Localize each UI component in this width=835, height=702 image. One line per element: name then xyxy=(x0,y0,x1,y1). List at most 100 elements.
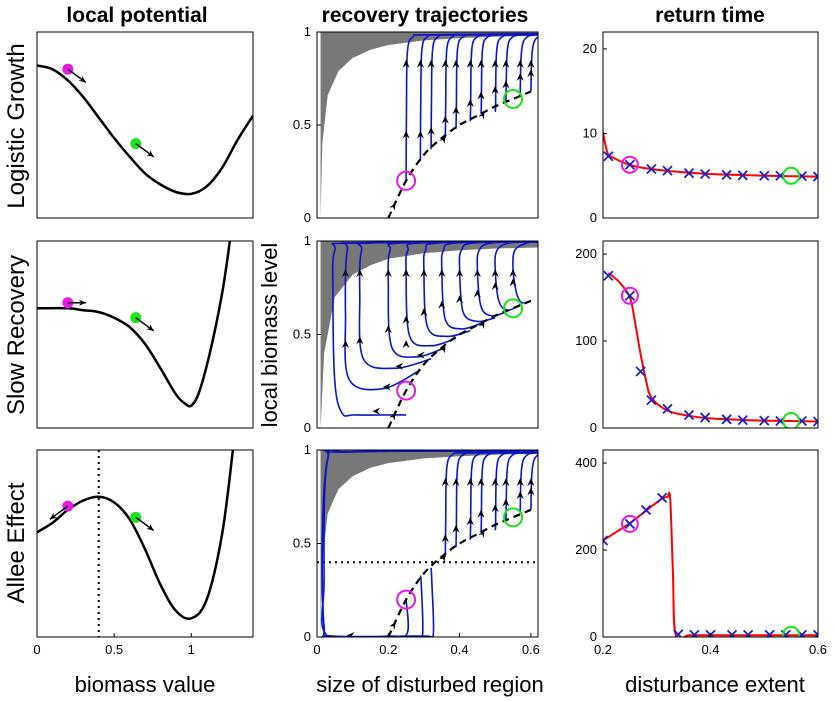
trajectories-r2-trajectory-4-arrow-0 xyxy=(452,524,460,533)
column-title-trajectories: recovery trajectories xyxy=(322,4,529,27)
trajectories-r1-trajectory-5 xyxy=(422,241,538,338)
return-r1-plot-area xyxy=(603,270,818,428)
potential-r1-plot-area xyxy=(37,241,232,408)
trajectories-r2-marker-magenta xyxy=(396,589,417,610)
potential-r1-panel xyxy=(36,240,254,429)
potential-r2-xtick-2: 1 xyxy=(188,642,195,657)
return-r0-x-marker-4 xyxy=(683,168,695,179)
trajectories-r1-trajectory-10-arrow-0 xyxy=(509,278,517,287)
return-r1-ytick-0: 0 xyxy=(590,420,597,435)
trajectories-r1-trajectory-8 xyxy=(476,241,538,317)
return-r1-marker-green xyxy=(782,412,801,428)
return-time-xlabel: disturbance extent xyxy=(625,672,805,697)
trajectories-r1-trajectory-2-arrow-0 xyxy=(356,336,364,345)
trajectories-r0-trajectory-6-arrow-1 xyxy=(477,59,485,68)
trajectories-r2-marker-green xyxy=(503,507,524,528)
return-r0-marker-magenta xyxy=(620,155,639,174)
trajectories-r1-trajectory-5-arrow-0 xyxy=(420,308,428,317)
trajectories-r0-initial-curve-arrow-0 xyxy=(389,203,396,211)
trajectories-r1-initial-curve-arrow-1 xyxy=(439,345,446,354)
return-r1-x-marker-6 xyxy=(699,412,711,423)
trajectories-r1-trajectory-0-arrow-0 xyxy=(402,340,410,349)
trajectories-r1-trajectory-4 xyxy=(405,241,538,347)
trajectories-r2-trajectory-6 xyxy=(480,451,538,533)
trajectories-r0-trajectory-4-arrow-0 xyxy=(452,106,460,115)
trajectories-r0-trajectory-10 xyxy=(530,33,538,92)
return-r2-x-marker-5 xyxy=(689,629,700,637)
trajectories-r1-initial-curve-arrow-0 xyxy=(389,413,396,421)
return-r1-ytick-1: 100 xyxy=(575,333,597,348)
trajectories-r1-trajectory-1-arrow-1 xyxy=(341,269,350,278)
return-r2-xtick-0: 0.2 xyxy=(594,642,612,657)
trajectories-r1-trajectory-7 xyxy=(458,241,538,323)
trajectories-r2-trajectory-3 xyxy=(444,451,538,557)
trajectories-r1-trajectory-7-arrow-1 xyxy=(456,269,464,278)
potential-r2-ball-arrow-head-magenta xyxy=(49,512,58,520)
trajectories-r2-trajectory-8-arrow-0 xyxy=(502,498,510,507)
trajectories-r1-ytick-1: 0.5 xyxy=(293,327,311,342)
trajectories-r2-trajectory-5 xyxy=(469,451,538,540)
return-r0-x-marker-5 xyxy=(699,168,711,180)
trajectories-r1-marker-magenta xyxy=(396,380,417,401)
trajectories-r2-trajectory-9-arrow-1 xyxy=(516,478,524,487)
return-r2-xtick-2: 0.6 xyxy=(809,642,827,657)
trajectories-r2-xtick-2: 0.4 xyxy=(451,642,469,657)
potential-r2-potential-curve xyxy=(37,450,235,621)
trajectories-r1-trajectory-3-arrow-1 xyxy=(384,269,392,278)
trajectories-r2-trajectory-7-arrow-0 xyxy=(491,504,499,513)
return-r0-frame xyxy=(602,31,819,219)
trajectories-r2-initial-curve-arrow-2 xyxy=(478,530,485,538)
trajectories-r1-trajectory-5-arrow-1 xyxy=(420,269,428,278)
trajectories-r0-trajectory-1-arrow-0 xyxy=(416,130,424,139)
trajectories-r0-trajectory-3-arrow-0 xyxy=(441,115,449,124)
return-r2-panel: 0.2 0.4 0.6 0 200 400 xyxy=(575,449,827,657)
return-r2-x-marker-3 xyxy=(656,492,668,503)
potential-r1-frame xyxy=(36,240,254,429)
potential-r1-ball-arrow-head-green xyxy=(146,324,154,331)
return-r2-ytick-2: 400 xyxy=(575,455,597,470)
trajectories-r2-initial-curve-arrow-0 xyxy=(389,622,396,630)
trajectories-r0-ytick-2: 1 xyxy=(304,24,311,39)
trajectories-r0-trajectory-2-arrow-0 xyxy=(427,126,435,135)
potential-r0-plot-area xyxy=(37,63,253,196)
trajectories-r0-trajectory-9-arrow-0 xyxy=(516,72,524,81)
return-r1-x-marker-2 xyxy=(635,366,646,377)
trajectories-r2-ytick-0: 0 xyxy=(304,629,311,644)
potential-r2-xtick-0: 0 xyxy=(33,642,40,657)
trajectories-r0-panel: Recovered 0 0.5 1 xyxy=(293,24,539,225)
trajectories-r1-trajectory-6-arrow-0 xyxy=(438,300,446,309)
trajectories-r1-trajectory-6 xyxy=(440,241,538,330)
return-r2-xtick-1: 0.4 xyxy=(701,642,719,657)
trajectories-r1-panel: Recovered 0 0.5 1 xyxy=(293,233,539,435)
trajectories-r1-trajectory-2-arrow-1 xyxy=(356,269,364,278)
return-r1-frame xyxy=(602,240,819,429)
trajectories-r2-ytick-1: 0.5 xyxy=(293,536,311,551)
return-r0-x-marker-11 xyxy=(812,171,818,182)
potential-r2-ball-arrow-head-green xyxy=(146,523,154,531)
trajectories-r0-trajectory-5 xyxy=(469,33,538,122)
trajectories-r2-trajectory-5-arrow-1 xyxy=(466,478,474,487)
column-title-potential: local potential xyxy=(66,4,207,27)
trajectories-r2-xtick-0: 0 xyxy=(313,642,320,657)
potential-r0-frame xyxy=(36,31,254,219)
return-r1-marker-magenta xyxy=(620,286,639,305)
trajectories-r0-trajectory-1-arrow-1 xyxy=(416,59,424,68)
potential-r2-panel: 0 0.5 1 xyxy=(33,449,254,657)
trajectories-r1-trajectory-2 xyxy=(356,241,538,370)
return-r0-x-marker-3 xyxy=(662,165,673,176)
trajectories-r2-initial-curve xyxy=(387,508,532,637)
trajectories-r2-ytick-2: 1 xyxy=(304,442,311,457)
trajectories-r2-trajectory-6-arrow-0 xyxy=(477,509,485,518)
trajectories-r1-dip-arrow-3 xyxy=(416,351,425,359)
trajectories-r0-initial-curve-arrow-2 xyxy=(478,112,485,120)
trajectories-r2-plot-area: Recovered xyxy=(317,450,538,637)
trajectories-r2-trajectory-3-arrow-0 xyxy=(441,534,449,543)
potential-r2-xtick-1: 0.5 xyxy=(105,642,123,657)
trajectories-r0-trajectory-6 xyxy=(480,33,538,115)
return-r1-fit-curve xyxy=(607,272,818,423)
return-r0-x-marker-6 xyxy=(721,169,732,181)
trajectories-r2-xtick-3: 0.6 xyxy=(522,642,540,657)
return-r0-x-marker-7 xyxy=(737,170,748,181)
trajectories-r1-trajectory-9-arrow-1 xyxy=(491,269,499,278)
potential-r0-panel xyxy=(36,31,254,219)
